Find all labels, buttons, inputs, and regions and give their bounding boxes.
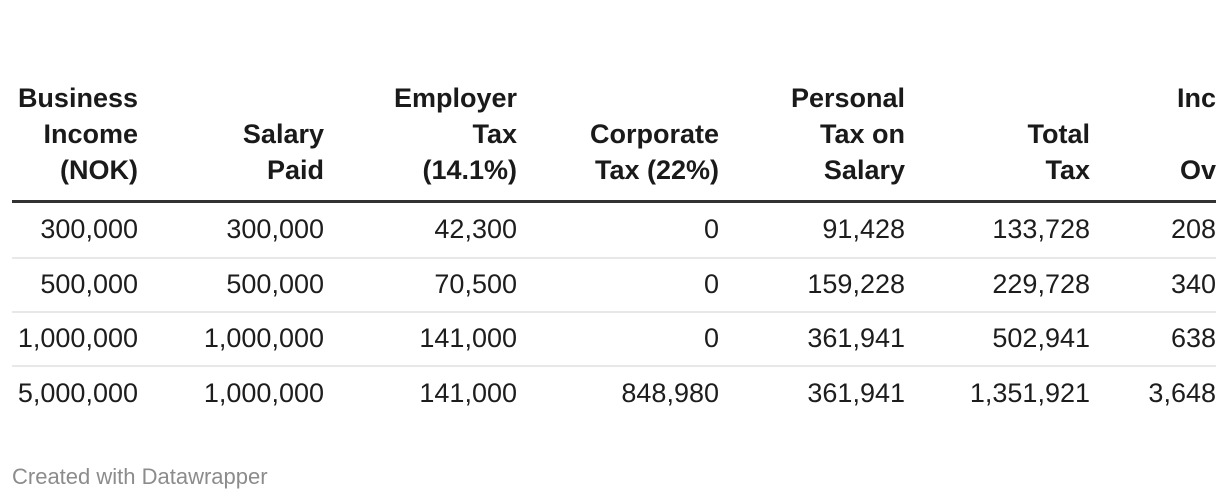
cell-corporate-tax: 0 bbox=[517, 256, 719, 312]
cell-salary-paid: 1,000,000 bbox=[138, 310, 324, 366]
cell-personal-tax: 361,941 bbox=[719, 310, 905, 366]
cell-employer-tax: 70,500 bbox=[324, 256, 517, 312]
cell-total-tax: 229,728 bbox=[905, 256, 1090, 312]
column-header-corporate-tax: Corporate Tax (22%) bbox=[517, 80, 719, 203]
column-header-income-overall-clipped: Inc Ov bbox=[1090, 80, 1216, 203]
column-header-total-tax: Total Tax bbox=[905, 80, 1090, 203]
cell-business-income: 5,000,000 bbox=[12, 364, 138, 420]
cell-total-tax: 133,728 bbox=[992, 214, 1090, 245]
cell-salary-paid: 1,000,000 bbox=[138, 364, 324, 420]
table-row: 5,000,000 1,000,000 141,000 848,980 361,… bbox=[12, 364, 1216, 420]
cell-total-tax: 1,351,921 bbox=[905, 364, 1090, 420]
datawrapper-credit-link[interactable]: Created with Datawrapper bbox=[12, 464, 268, 489]
cell-business-income: 500,000 bbox=[12, 256, 138, 312]
cell-personal-tax: 159,228 bbox=[719, 256, 905, 312]
column-header-employer-tax: Employer Tax (14.1%) bbox=[324, 80, 517, 203]
cell-total-tax: 502,941 bbox=[905, 310, 1090, 366]
cell-business-income: 1,000,000 bbox=[12, 310, 138, 366]
cell-salary-paid: 500,000 bbox=[138, 256, 324, 312]
column-header-salary-paid: Salary Paid bbox=[138, 80, 324, 203]
cell-employer-tax: 141,000 bbox=[324, 364, 517, 420]
column-header-personal-tax-on-salary: Personal Tax on Salary bbox=[719, 80, 905, 203]
cell-income-overall-clipped: 638 bbox=[1090, 310, 1216, 366]
cell-salary-paid: 300,000 bbox=[226, 214, 324, 245]
cell-corporate-tax: 848,980 bbox=[517, 364, 719, 420]
cell-corporate-tax: 0 bbox=[703, 214, 719, 245]
cell-personal-tax: 361,941 bbox=[719, 364, 905, 420]
cell-employer-tax: 141,000 bbox=[324, 310, 517, 366]
column-header-business-income: Business Income (NOK) bbox=[12, 80, 138, 203]
table-row: 1,000,000 1,000,000 141,000 0 361,941 50… bbox=[12, 310, 1216, 366]
cell-income-overall-clipped: 3,648 bbox=[1090, 364, 1216, 420]
tax-comparison-table: Business Income (NOK) Salary Paid Employ… bbox=[12, 80, 1216, 420]
cell-business-income: 300,000 bbox=[40, 214, 138, 245]
header-row: Business Income (NOK) Salary Paid Employ… bbox=[12, 80, 1216, 203]
table-body: 300,000 300,000 42,300 0 91,428 133,728 … bbox=[12, 202, 1216, 420]
cell-personal-tax: 91,428 bbox=[822, 214, 905, 245]
table-header: Business Income (NOK) Salary Paid Employ… bbox=[12, 80, 1216, 203]
cell-employer-tax: 42,300 bbox=[434, 214, 517, 245]
cell-corporate-tax: 0 bbox=[517, 310, 719, 366]
table-row: 500,000 500,000 70,500 0 159,228 229,728… bbox=[12, 256, 1216, 312]
cell-income-overall-clipped: 208 bbox=[1170, 214, 1216, 245]
table-row: 300,000 300,000 42,300 0 91,428 133,728 … bbox=[12, 202, 1216, 258]
cell-income-overall-clipped: 340 bbox=[1090, 256, 1216, 312]
